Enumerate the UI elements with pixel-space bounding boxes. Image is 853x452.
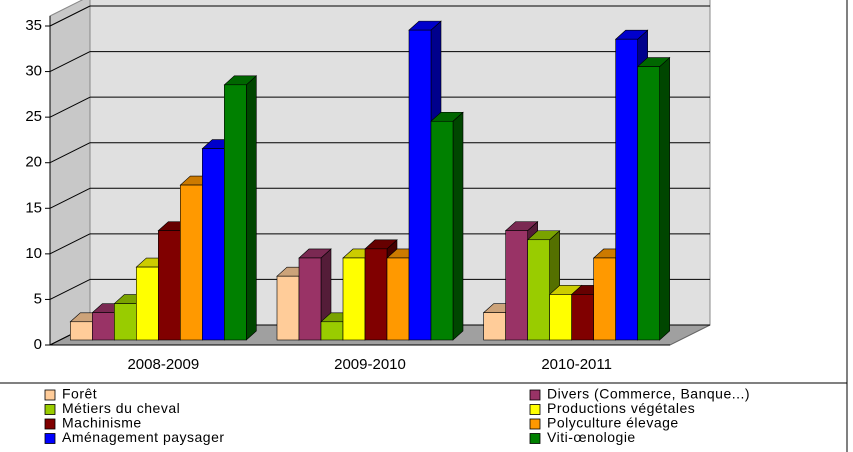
legend-swatch	[529, 404, 541, 415]
y-tick-label: 0	[34, 336, 42, 353]
legend-swatch	[529, 433, 541, 444]
grid-line-side	[49, 187, 91, 209]
bar-front	[571, 294, 594, 341]
legend-label: Polyculture élevage	[547, 415, 679, 431]
bar-side	[246, 75, 257, 341]
bar-front	[637, 66, 660, 341]
bar-front	[615, 38, 638, 341]
y-tick-label: 25	[25, 108, 42, 125]
legend-swatch	[44, 433, 56, 444]
bar-side	[659, 56, 670, 341]
grid-line-side	[49, 96, 91, 118]
bar-front	[298, 257, 322, 341]
bar-front	[549, 294, 572, 341]
legend-swatch	[529, 389, 541, 401]
x-tick-label: 2009-2010	[334, 356, 406, 373]
side-wall	[49, 0, 91, 346]
y-tick-label: 20	[25, 154, 42, 171]
x-tick-label: 2008-2009	[127, 356, 199, 373]
bar-front	[320, 321, 344, 341]
grid-line-side	[49, 233, 91, 255]
grid-line-side	[49, 278, 91, 300]
bar	[223, 75, 258, 341]
bar	[636, 56, 671, 341]
bar-front	[527, 239, 550, 341]
y-tick-label: 5	[34, 290, 42, 307]
bar-front	[92, 312, 115, 341]
bar-front	[342, 257, 366, 341]
legend-label: Machinisme	[62, 415, 142, 431]
bar-front	[483, 312, 506, 341]
grid-line-side	[49, 142, 91, 164]
legend-label: Aménagement paysager	[62, 429, 225, 445]
grid-line-side	[49, 5, 91, 27]
x-tick-label: 2010-2011	[541, 356, 612, 373]
bar-front	[136, 266, 159, 341]
bar-front	[224, 84, 247, 341]
legend-swatch	[44, 389, 56, 401]
legend-label: Viti-œnologie	[547, 429, 636, 445]
y-tick-label: 10	[25, 245, 42, 262]
legend-label: Divers (Commerce, Banque...)	[547, 386, 750, 402]
bar-front	[70, 321, 93, 341]
legend-swatch	[44, 404, 56, 415]
legend-label: Productions végétales	[547, 400, 695, 416]
bar-front	[408, 29, 432, 341]
grid-line-side	[49, 51, 91, 73]
bar-front	[593, 257, 616, 341]
bar-front	[114, 303, 137, 341]
bar	[430, 111, 464, 341]
y-tick-label: 30	[25, 63, 42, 80]
bar-front	[202, 148, 225, 341]
bar-front	[505, 230, 528, 341]
legend-label: Forêt	[62, 386, 97, 402]
bar-side	[452, 111, 464, 341]
bar-front	[180, 184, 203, 341]
y-tick-label: 15	[25, 199, 42, 216]
bar-front	[158, 230, 181, 341]
bar-front	[430, 120, 454, 341]
bar-front	[386, 257, 410, 341]
bar-front	[276, 275, 300, 341]
legend-label: Métiers du cheval	[62, 400, 180, 416]
legend-swatch	[529, 418, 541, 430]
legend-swatch	[44, 418, 56, 430]
y-tick-label: 35	[25, 17, 42, 34]
bar-front	[364, 248, 388, 341]
